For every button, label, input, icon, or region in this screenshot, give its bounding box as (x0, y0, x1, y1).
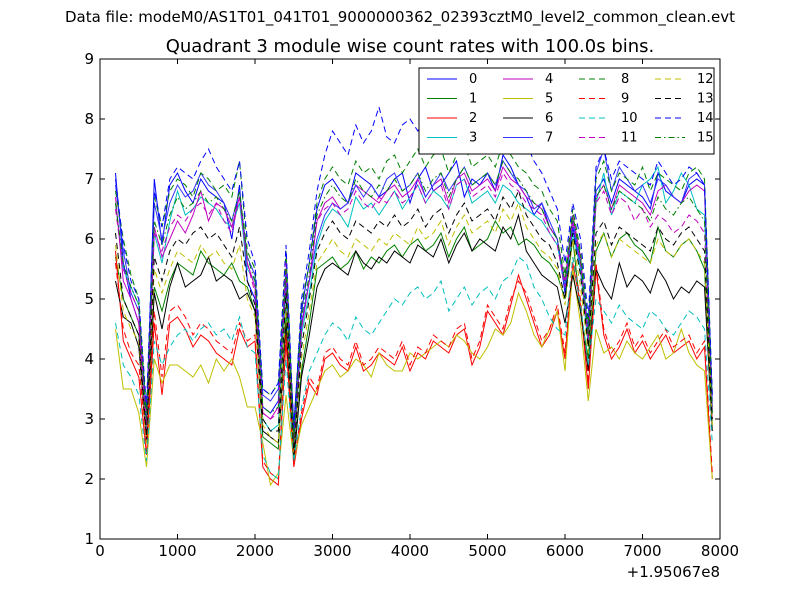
legend-label-9: 9 (621, 92, 629, 107)
series-line-5 (115, 268, 713, 487)
series-line-9 (115, 256, 713, 480)
series-line-0 (115, 153, 713, 426)
x-tick-label: 4000 (391, 542, 429, 560)
x-tick-label: 2000 (236, 542, 274, 560)
legend-label-8: 8 (621, 72, 629, 87)
legend-label-15: 15 (697, 131, 714, 146)
x-tick-label: 0 (95, 542, 105, 560)
y-tick-label: 1 (84, 530, 94, 548)
legend-label-14: 14 (697, 111, 714, 126)
y-tick-label: 8 (84, 110, 94, 128)
legend-label-10: 10 (621, 111, 638, 126)
x-tick-label: 8000 (701, 542, 739, 560)
series-line-6 (115, 213, 713, 462)
legend-label-12: 12 (697, 72, 714, 87)
x-tick-label: 1000 (158, 542, 196, 560)
x-tick-label: 6000 (546, 542, 584, 560)
y-tick-label: 7 (84, 170, 94, 188)
series-line-10 (115, 256, 713, 480)
y-tick-label: 3 (84, 410, 94, 428)
series-line-1 (115, 219, 713, 462)
legend-box (418, 67, 715, 155)
x-tick-label: 3000 (313, 542, 351, 560)
chart-title: Quadrant 3 module wise count rates with … (165, 36, 655, 57)
data-file-suptitle: Data file: modeM0/AS1T01_041T01_90000003… (64, 8, 736, 26)
legend-label-11: 11 (621, 131, 638, 146)
x-offset-label: +1.95067e8 (627, 563, 720, 581)
series-lines (115, 76, 713, 487)
series-line-15 (115, 159, 713, 444)
series-line-11 (115, 171, 713, 450)
legend-label-4: 4 (545, 72, 553, 87)
x-tick-label: 7000 (623, 542, 661, 560)
legend-label-2: 2 (469, 111, 477, 126)
legend-label-1: 1 (469, 92, 477, 107)
y-tick-label: 5 (84, 290, 94, 308)
legend-label-3: 3 (469, 131, 477, 146)
legend-label-7: 7 (545, 131, 553, 146)
legend-label-0: 0 (469, 72, 477, 87)
y-tick-label: 2 (84, 470, 94, 488)
series-line-13 (115, 189, 713, 456)
series-line-8 (115, 141, 713, 438)
legend-label-13: 13 (697, 92, 714, 107)
legend-label-5: 5 (545, 92, 553, 107)
legend-label-6: 6 (545, 111, 553, 126)
series-line-2 (115, 250, 713, 486)
x-tick-label: 5000 (468, 542, 506, 560)
y-tick-label: 4 (84, 350, 94, 368)
x-axis-ticks: 0 1000 2000 3000 4000 5000 6000 7000 8000 (95, 59, 739, 560)
y-tick-label: 6 (84, 230, 94, 248)
y-tick-label: 9 (84, 50, 94, 68)
series-line-12 (115, 201, 713, 456)
